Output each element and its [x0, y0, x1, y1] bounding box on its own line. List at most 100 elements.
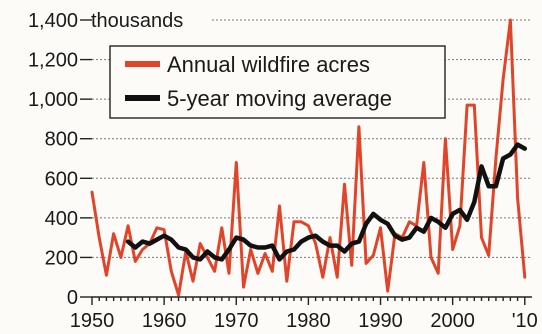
- data-point-annual: [386, 289, 389, 293]
- data-point-average: [285, 250, 288, 253]
- data-point-average: [184, 248, 187, 251]
- data-point-average: [155, 238, 159, 241]
- y-tick-label: 400: [45, 208, 78, 230]
- data-point-average: [501, 157, 505, 160]
- data-point-average: [437, 220, 440, 224]
- data-point-annual: [429, 256, 433, 259]
- data-point-average: [465, 218, 469, 222]
- data-point-annual: [134, 260, 137, 263]
- data-point-annual: [206, 256, 209, 259]
- data-point-annual: [235, 161, 238, 164]
- data-point-average: [494, 185, 498, 188]
- data-point-average: [271, 244, 274, 247]
- data-point-annual: [242, 285, 245, 289]
- x-tick-label: '10: [512, 310, 538, 332]
- data-point-average: [206, 250, 209, 253]
- data-point-annual: [336, 276, 339, 279]
- data-point-average: [314, 234, 317, 237]
- data-point-annual: [501, 78, 505, 81]
- data-point-annual: [177, 293, 180, 297]
- data-point-annual: [263, 252, 267, 255]
- data-point-average: [148, 242, 151, 245]
- data-point-average: [278, 258, 281, 261]
- data-point-average: [198, 258, 202, 261]
- data-point-annual: [509, 18, 512, 22]
- legend: Annual wildfire acres 5-year moving aver…: [109, 45, 446, 119]
- data-point-annual: [90, 190, 94, 194]
- series-line-moving-average: [125, 142, 528, 262]
- data-point-annual: [437, 272, 440, 275]
- data-point-average: [364, 222, 368, 225]
- data-point-average: [170, 238, 173, 241]
- data-point-average: [372, 212, 375, 216]
- data-point-average: [227, 248, 231, 251]
- y-tick-label: 600: [45, 168, 78, 190]
- data-point-average: [321, 240, 325, 243]
- data-point-annual: [126, 224, 130, 227]
- data-point-average: [162, 234, 166, 237]
- data-point-annual: [112, 232, 115, 235]
- data-point-annual: [105, 274, 108, 277]
- data-point-annual: [494, 157, 498, 160]
- data-point-annual: [516, 196, 519, 200]
- data-point-average: [408, 236, 411, 239]
- data-point-annual: [458, 224, 462, 227]
- data-point-annual: [155, 226, 159, 229]
- data-point-annual: [328, 236, 332, 239]
- data-point-average: [242, 238, 245, 241]
- y-tick-label: 0: [67, 287, 78, 309]
- y-tick-label: 1,000: [28, 89, 78, 111]
- data-point-average: [213, 256, 216, 259]
- data-point-average: [126, 240, 130, 243]
- data-point-average: [473, 200, 476, 204]
- data-point-average: [444, 226, 447, 229]
- data-point-annual: [422, 161, 426, 164]
- data-point-annual: [523, 276, 526, 279]
- data-point-average: [299, 240, 303, 243]
- data-point-annual: [141, 248, 144, 251]
- y-unit-label: thousands: [91, 10, 183, 32]
- data-point-annual: [198, 242, 202, 245]
- data-point-average: [249, 244, 252, 247]
- data-point-average: [141, 240, 144, 243]
- data-point-annual: [285, 279, 288, 283]
- data-point-average: [357, 240, 361, 243]
- data-point-average: [379, 218, 382, 222]
- data-point-annual: [249, 248, 252, 251]
- data-point-average: [134, 246, 137, 249]
- data-point-average: [393, 234, 397, 237]
- data-point-annual: [299, 220, 303, 224]
- data-point-annual: [444, 137, 447, 140]
- data-point-average: [386, 222, 389, 225]
- data-point-annual: [314, 242, 317, 245]
- data-point-annual: [379, 226, 382, 229]
- data-point-average: [220, 258, 224, 261]
- x-tick-label: 1970: [214, 310, 259, 332]
- data-point-annual: [307, 224, 310, 227]
- data-point-annual: [213, 270, 216, 273]
- data-point-average: [263, 246, 267, 249]
- data-point-annual: [487, 254, 490, 257]
- data-point-average: [328, 244, 332, 247]
- data-point-average: [487, 185, 490, 188]
- data-point-average: [350, 242, 353, 245]
- data-point-annual: [343, 183, 346, 186]
- data-point-average: [451, 212, 454, 216]
- legend-label-average: 5-year moving average: [167, 86, 392, 111]
- data-point-annual: [292, 220, 296, 224]
- data-point-annual: [357, 125, 361, 129]
- data-point-average: [336, 244, 339, 247]
- data-point-annual: [480, 236, 483, 239]
- data-point-annual: [256, 272, 260, 275]
- data-point-annual: [278, 204, 281, 208]
- data-point-average: [480, 165, 483, 168]
- x-tick-label: 1990: [358, 310, 403, 332]
- data-point-average: [422, 230, 426, 233]
- series-layer: [90, 18, 528, 297]
- data-point-annual: [98, 236, 101, 239]
- legend-label-annual: Annual wildfire acres: [167, 52, 370, 77]
- data-point-annual: [451, 248, 454, 251]
- y-tick-label: 800: [45, 129, 78, 151]
- data-point-average: [191, 256, 195, 259]
- data-point-annual: [364, 262, 368, 265]
